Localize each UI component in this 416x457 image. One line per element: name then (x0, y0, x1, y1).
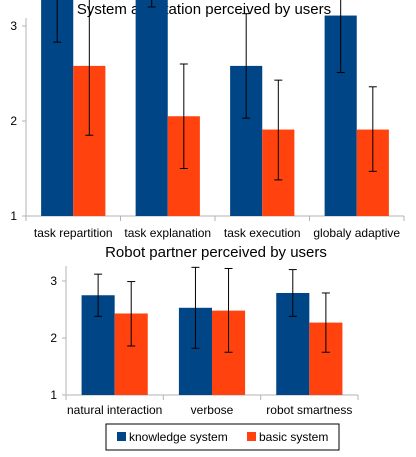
y-tick-label: 3 (50, 274, 57, 288)
category-label: natural interaction (67, 403, 162, 417)
legend: knowledge system basic system (105, 423, 340, 451)
category-label: task execution (224, 226, 301, 240)
category-label: globaly adaptive (313, 226, 400, 240)
legend-swatch-basic (247, 432, 256, 441)
category-label: task repartition (34, 226, 113, 240)
y-tick-label: 2 (10, 114, 17, 128)
bar-knowledge (135, 0, 168, 216)
legend-label-basic: basic system (259, 430, 328, 444)
chart-2: 1 2 3 natural interaction verbose robot smart… (50, 266, 359, 417)
y-tick-label: 3 (10, 19, 17, 33)
chart-1-title: System adaptation perceived by users (77, 1, 331, 18)
category-label: verbose (191, 403, 234, 417)
chart-2-title: Robot partner perceived by users (105, 244, 327, 261)
category-label: robot smartness (266, 403, 352, 417)
legend-box (105, 423, 340, 451)
category-label: task explanation (124, 226, 211, 240)
legend-swatch-knowledge (117, 432, 126, 441)
y-tick-label: 1 (50, 388, 57, 402)
y-tick-label: 1 (10, 209, 17, 223)
legend-label-knowledge: knowledge system (129, 430, 228, 444)
y-tick-label: 2 (50, 331, 57, 345)
